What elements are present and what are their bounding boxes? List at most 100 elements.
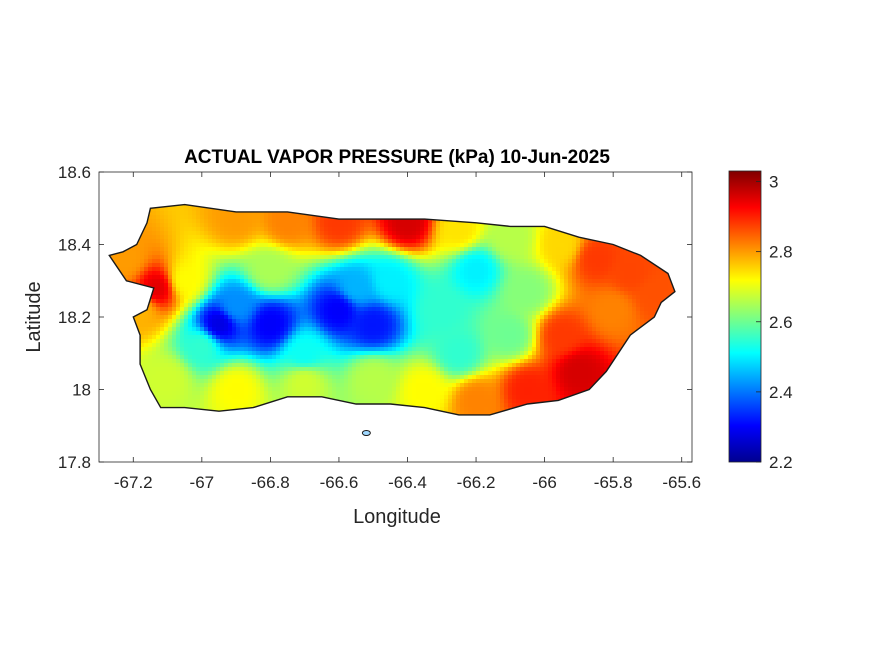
heat-cell — [212, 255, 217, 260]
heat-cell — [548, 263, 553, 268]
heat-cell — [452, 271, 457, 276]
heat-cell — [572, 295, 577, 300]
heat-cell — [544, 299, 549, 304]
heat-cell — [620, 255, 625, 260]
heat-cell — [200, 295, 205, 300]
heat-cell — [260, 271, 265, 276]
heat-cell — [328, 247, 333, 252]
heat-cell — [232, 263, 237, 268]
heat-cell — [644, 291, 649, 296]
heat-cell — [196, 211, 201, 216]
heat-cell — [408, 247, 413, 252]
heat-cell — [364, 283, 369, 288]
heat-cell — [356, 295, 361, 300]
heat-cell — [580, 251, 585, 256]
heat-cell — [420, 263, 425, 268]
heat-cell — [376, 315, 381, 320]
heat-cell — [224, 263, 229, 268]
heat-cell — [168, 219, 173, 224]
heat-cell — [152, 259, 157, 264]
heat-cell — [328, 219, 333, 224]
heat-cell — [356, 227, 361, 232]
heat-cell — [452, 223, 457, 228]
heat-cell — [368, 231, 373, 236]
heat-cell — [424, 307, 429, 312]
heat-cell — [208, 219, 213, 224]
heat-cell — [420, 235, 425, 240]
heat-cell — [620, 267, 625, 272]
heat-cell — [396, 291, 401, 296]
heat-cell — [468, 295, 473, 300]
heat-cell — [260, 303, 265, 308]
heat-cell — [348, 259, 353, 264]
heat-cell — [220, 235, 225, 240]
heat-cell — [304, 299, 309, 304]
heat-cell — [412, 291, 417, 296]
heat-cell — [248, 227, 253, 232]
heat-cell — [240, 243, 245, 248]
heat-cell — [400, 283, 405, 288]
heat-cell — [288, 231, 293, 236]
heat-cell — [648, 263, 653, 268]
heat-cell — [392, 319, 397, 324]
heat-cell — [272, 271, 277, 276]
heat-cell — [572, 303, 577, 308]
heat-cell — [408, 283, 413, 288]
heat-cell — [208, 263, 213, 268]
heat-cell — [188, 255, 193, 260]
heat-cell — [208, 255, 213, 260]
heat-cell — [180, 219, 185, 224]
heat-cell — [208, 267, 213, 272]
heat-cell — [232, 315, 237, 320]
heat-cell — [420, 219, 425, 224]
heat-cell — [604, 259, 609, 264]
heat-cell — [292, 231, 297, 236]
heat-cell — [572, 311, 577, 316]
heat-cell — [300, 267, 305, 272]
heat-cell — [244, 303, 249, 308]
heat-cell — [240, 291, 245, 296]
heat-cell — [192, 239, 197, 244]
heat-cell — [392, 283, 397, 288]
heat-cell — [636, 323, 641, 328]
heat-cell — [212, 307, 217, 312]
heat-cell — [264, 247, 269, 252]
heat-cell — [648, 299, 653, 304]
heat-cell — [448, 283, 453, 288]
heat-cell — [172, 251, 177, 256]
heat-cell — [240, 219, 245, 224]
heat-cell — [328, 251, 333, 256]
heat-cell — [428, 235, 433, 240]
heat-cell — [148, 263, 153, 268]
heat-cell — [164, 279, 169, 284]
heat-cell — [284, 327, 289, 332]
heat-cell — [332, 255, 337, 260]
heat-cell — [596, 319, 601, 324]
heat-cell — [320, 275, 325, 280]
heat-cell — [292, 307, 297, 312]
heat-cell — [300, 299, 305, 304]
heat-cell — [516, 291, 521, 296]
heat-cell — [200, 287, 205, 292]
heat-cell — [348, 239, 353, 244]
heat-cell — [280, 327, 285, 332]
heat-cell — [252, 287, 257, 292]
heat-cell — [268, 227, 273, 232]
heat-cell — [368, 279, 373, 284]
heat-cell — [272, 299, 277, 304]
heat-cell — [420, 227, 425, 232]
heat-cell — [216, 259, 221, 264]
heat-cell — [160, 303, 165, 308]
heat-cell — [176, 259, 181, 264]
heat-cell — [468, 315, 473, 320]
heat-cell — [164, 267, 169, 272]
heat-cell — [224, 323, 229, 328]
heat-cell — [628, 267, 633, 272]
heat-cell — [312, 315, 317, 320]
heat-cell — [596, 303, 601, 308]
heat-cell — [176, 295, 181, 300]
heat-cell — [220, 323, 225, 328]
heat-cell — [276, 307, 281, 312]
heat-cell — [224, 319, 229, 324]
heat-cell — [400, 219, 405, 224]
